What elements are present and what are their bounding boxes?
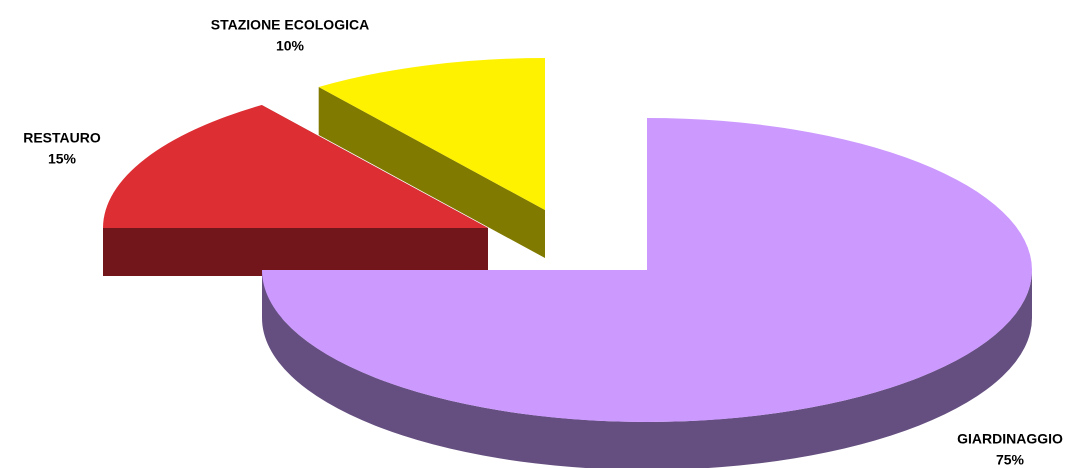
- data-label-category: GIARDINAGGIO: [957, 431, 1063, 447]
- slice: [262, 118, 1032, 422]
- data-label-category: STAZIONE ECOLOGICA: [211, 17, 369, 33]
- slice-side: [103, 228, 488, 276]
- slice: [103, 105, 488, 228]
- slice: [318, 58, 545, 210]
- data-label-value: 15%: [48, 151, 77, 167]
- data-label-value: 10%: [276, 38, 305, 54]
- slice-wall: [262, 270, 1032, 468]
- slice-side: [318, 87, 545, 258]
- data-label-value: 75%: [996, 452, 1025, 468]
- data-label-category: RESTAURO: [23, 130, 101, 146]
